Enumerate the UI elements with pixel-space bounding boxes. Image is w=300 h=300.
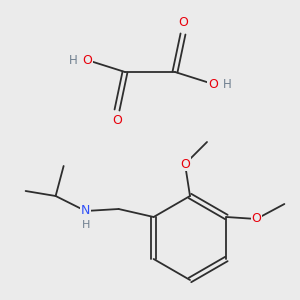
Text: O: O [251, 212, 261, 226]
Text: H: H [223, 77, 231, 91]
Text: H: H [81, 220, 90, 230]
Text: H: H [69, 53, 77, 67]
Text: O: O [112, 115, 122, 128]
Text: O: O [208, 77, 218, 91]
Text: O: O [178, 16, 188, 29]
Text: O: O [82, 53, 92, 67]
Text: O: O [180, 158, 190, 170]
Text: N: N [81, 205, 90, 218]
